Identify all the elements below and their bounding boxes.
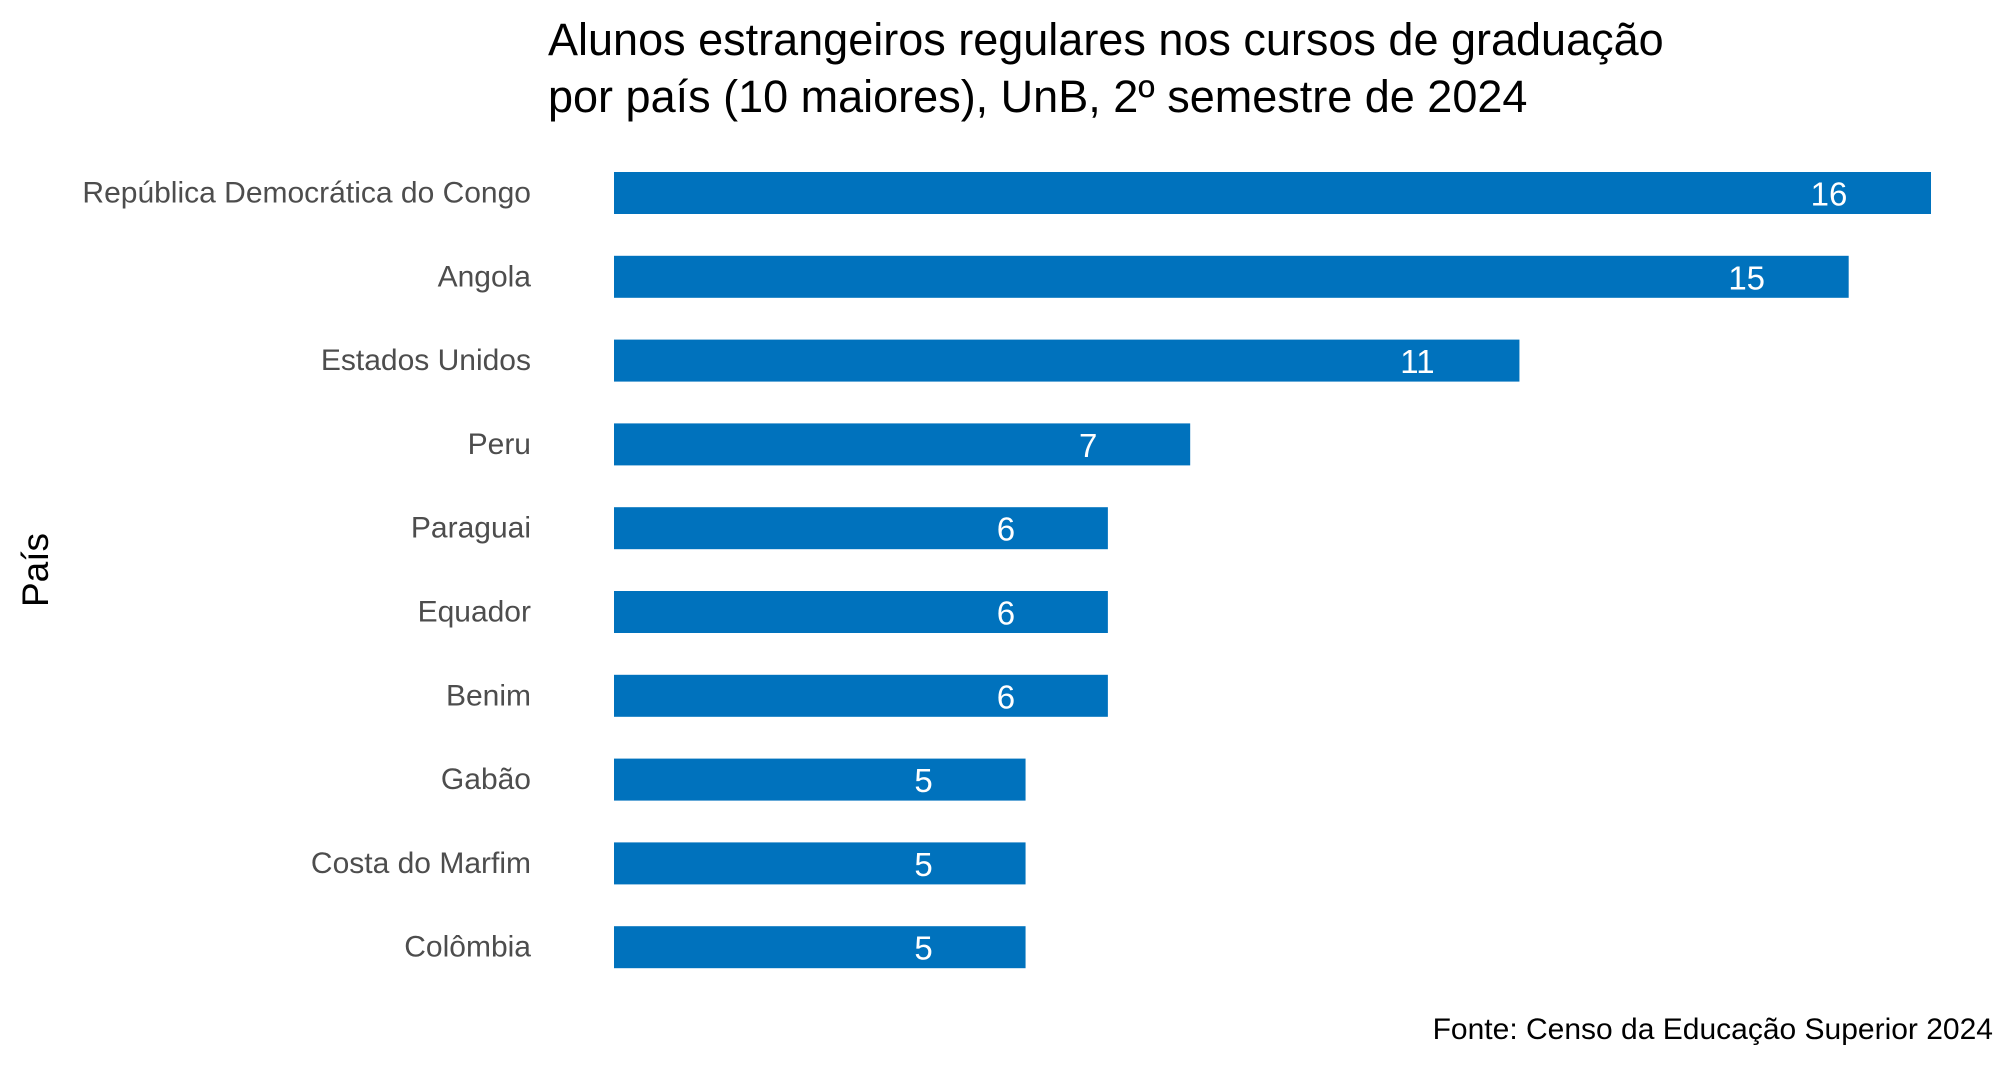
chart-title-line-1: Alunos estrangeiros regulares nos cursos… (548, 14, 1664, 65)
chart-title-line-2: por país (10 maiores), UnB, 2º semestre … (548, 71, 1527, 122)
bar-5 (614, 591, 1108, 633)
bar-7 (614, 758, 1026, 801)
bar-8 (614, 842, 1026, 885)
category-label-4: Paraguai (411, 512, 531, 545)
category-label-2: Estados Unidos (321, 344, 531, 377)
y-axis-label: País (15, 533, 56, 607)
bar-0 (614, 172, 1931, 214)
value-label-9: 5 (914, 930, 932, 967)
bars-group: República Democrática do Congo 16 Angola 15… (82, 172, 1931, 969)
value-label-1: 15 (1728, 259, 1765, 296)
value-label-0: 16 (1811, 176, 1848, 213)
category-label-3: Peru (468, 428, 531, 461)
value-label-6: 6 (997, 678, 1015, 715)
bar-1 (614, 255, 1849, 298)
value-label-5: 6 (997, 595, 1015, 632)
bar-3 (614, 423, 1191, 466)
bar-6 (614, 674, 1108, 717)
category-label-9: Colômbia (404, 931, 531, 964)
bar-4 (614, 507, 1108, 550)
category-label-1: Angola (438, 260, 532, 293)
bar-2 (614, 339, 1520, 382)
category-label-7: Gabão (441, 763, 531, 796)
value-label-4: 6 (997, 511, 1015, 548)
value-label-3: 7 (1079, 427, 1097, 464)
value-label-8: 5 (914, 846, 932, 883)
bar-9 (614, 926, 1026, 969)
category-label-0: República Democrática do Congo (82, 177, 531, 210)
value-label-2: 11 (1400, 343, 1434, 380)
category-label-8: Costa do Marfim (311, 847, 531, 880)
category-label-5: Equador (418, 596, 531, 629)
source-caption: Fonte: Censo da Educação Superior 2024 (1433, 1013, 1993, 1046)
value-label-7: 5 (914, 762, 932, 799)
category-label-6: Benim (446, 679, 531, 712)
